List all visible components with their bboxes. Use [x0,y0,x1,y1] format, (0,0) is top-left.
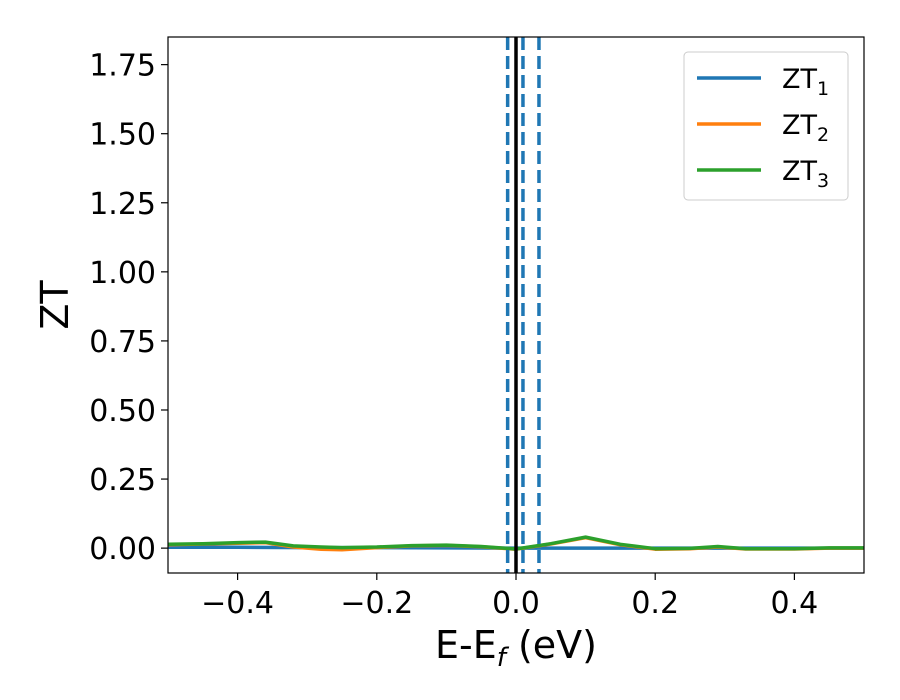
legend-label-main: ZT [782,64,817,95]
y-tick-label: 1.25 [89,187,156,222]
y-axis-title: ZT [33,280,77,330]
y-tick-label: 1.00 [89,256,156,291]
legend-label-subscript: 2 [817,124,829,146]
y-tick-label: 0.50 [89,394,156,429]
x-tick-label: 0.4 [771,586,819,621]
legend-label-subscript: 3 [817,170,829,192]
y-tick-label: 0.25 [89,463,156,498]
series-line-zt3 [168,535,864,551]
legend-label-zt3: ZT3 [782,156,829,192]
x-tick-label: 0.2 [631,586,679,621]
legend-label-subscript: 1 [817,78,829,100]
y-tick-label: 0.00 [89,532,156,567]
x-tick-label: 0.0 [492,586,540,621]
legend-box [683,51,849,201]
x-axis-title-unit: (eV) [506,623,597,667]
legend-label-zt2: ZT2 [782,110,829,146]
y-tick-label: 1.50 [89,118,156,153]
y-tick-label: 1.75 [89,49,156,84]
legend-label-main: ZT [782,110,817,141]
x-axis-ticks: −0.4 −0.2 0.0 0.2 0.4 [201,573,818,621]
y-axis-ticks: 0.00 0.25 0.50 0.75 1.00 1.25 1.50 1.75 [89,49,168,567]
legend-label-zt1: ZT1 [782,64,829,100]
x-tick-label: −0.4 [201,586,274,621]
x-axis-title-main: E-E [435,623,497,667]
y-tick-label: 0.75 [89,325,156,360]
x-axis-title: E-Ef (eV) [435,623,597,673]
x-tick-label: −0.2 [340,586,413,621]
vertical-lines-layer [505,37,541,573]
legend-label-main: ZT [782,156,817,187]
